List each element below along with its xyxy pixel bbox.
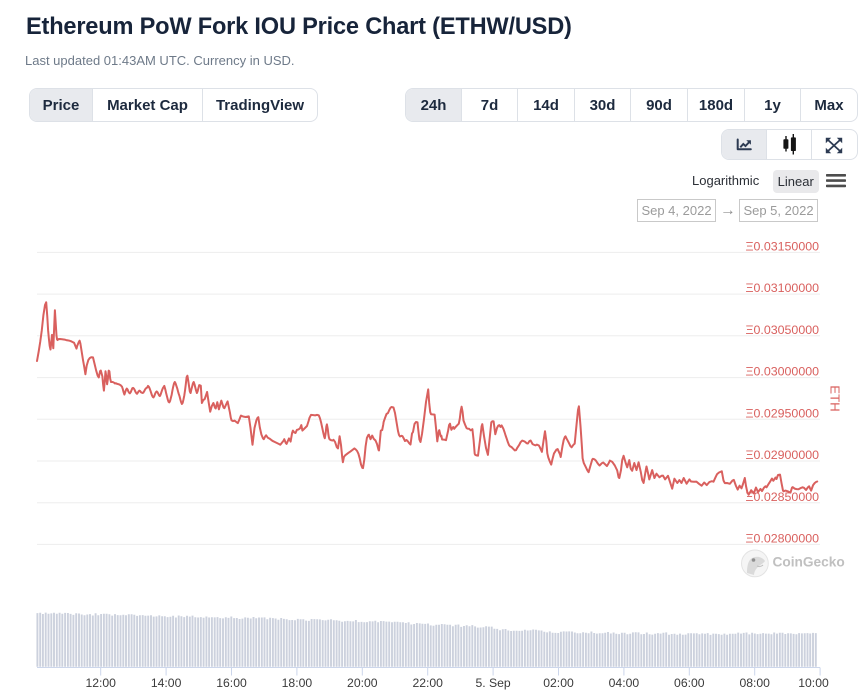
svg-text:5. Sep: 5. Sep <box>475 676 510 690</box>
svg-text:02:00: 02:00 <box>543 676 574 690</box>
svg-text:Ξ0.03100000: Ξ0.03100000 <box>745 281 819 295</box>
svg-text:18:00: 18:00 <box>282 676 313 690</box>
svg-text:04:00: 04:00 <box>609 676 640 690</box>
svg-text:06:00: 06:00 <box>674 676 705 690</box>
svg-text:Ξ0.02900000: Ξ0.02900000 <box>745 448 819 462</box>
svg-text:CoinGecko: CoinGecko <box>773 555 845 570</box>
svg-text:14:00: 14:00 <box>151 676 182 690</box>
svg-text:Ξ0.03150000: Ξ0.03150000 <box>745 240 819 254</box>
svg-text:20:00: 20:00 <box>347 676 378 690</box>
svg-text:12:00: 12:00 <box>85 676 116 690</box>
svg-text:Ξ0.02850000: Ξ0.02850000 <box>745 490 819 504</box>
svg-text:08:00: 08:00 <box>739 676 770 690</box>
svg-text:10:00: 10:00 <box>798 676 829 690</box>
svg-text:16:00: 16:00 <box>216 676 247 690</box>
svg-text:Ξ0.03050000: Ξ0.03050000 <box>745 323 819 337</box>
svg-text:Ξ0.02950000: Ξ0.02950000 <box>745 406 819 420</box>
svg-text:Ξ0.03000000: Ξ0.03000000 <box>745 365 819 379</box>
svg-text:Ξ0.02800000: Ξ0.02800000 <box>745 532 819 546</box>
svg-text:22:00: 22:00 <box>412 676 443 690</box>
svg-text:ETH: ETH <box>827 385 842 411</box>
